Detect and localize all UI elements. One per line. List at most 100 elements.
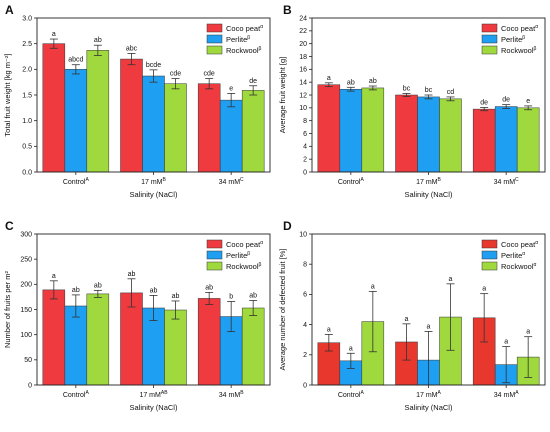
legend-entry-text: Rockwool — [501, 46, 534, 55]
x-tick-label-text: 34 mM — [219, 392, 241, 399]
legend-entry: Rockwoolβ — [226, 46, 262, 55]
significance-label: de — [502, 97, 510, 104]
significance-label: cde — [170, 71, 181, 78]
x-tick-label-text: 34 mM — [219, 179, 241, 186]
x-tick-label: 17 mMA — [416, 390, 441, 399]
x-tick-label-text: 17 mM — [416, 392, 438, 399]
x-axis-title: Salinity (NaCl) — [130, 190, 178, 199]
y-tick-label: 300 — [20, 231, 32, 238]
y-tick-label: 50 — [24, 357, 32, 364]
significance-label: a — [349, 345, 353, 352]
significance-label: e — [526, 98, 530, 105]
bar — [120, 58, 143, 173]
legend-entry: Perliteα — [501, 251, 525, 260]
legend-swatch — [206, 23, 223, 33]
legend-entry-sup: α — [260, 24, 263, 30]
x-tick-label: 34 mMA — [494, 390, 519, 399]
x-tick-label: 34 mMC — [494, 177, 519, 186]
x-tick-label: 17 mMB — [416, 177, 441, 186]
y-tick-label: 14 — [299, 79, 307, 86]
legend-swatch — [206, 261, 223, 271]
legend-swatch — [481, 239, 498, 249]
bar — [86, 50, 110, 173]
x-axis-title: Salinity (NaCl) — [405, 403, 453, 412]
plot-frame — [311, 233, 546, 386]
y-tick-label: 0 — [303, 382, 307, 389]
legend-swatch — [481, 250, 498, 260]
y-tick-label: 10 — [299, 231, 307, 238]
bar — [317, 84, 341, 173]
x-tick-label-sup: A — [515, 390, 519, 396]
y-tick-label: 22 — [299, 28, 307, 35]
x-tick-label-text: 17 mM — [141, 179, 163, 186]
legend-entry: Perliteβ — [226, 251, 250, 260]
y-tick-label: 200 — [20, 282, 32, 289]
bar — [494, 106, 518, 173]
y-tick-label: 0.0 — [22, 169, 32, 176]
legend-entry-sup: α — [535, 24, 538, 30]
y-tick-label: 0 — [28, 382, 32, 389]
bar — [64, 305, 88, 386]
significance-label: abc — [126, 45, 138, 52]
bar — [439, 98, 462, 173]
x-tick-label-text: Control — [338, 392, 361, 399]
legend-swatch — [206, 239, 223, 249]
x-tick-label-text: 34 mM — [494, 392, 516, 399]
y-axis-title: Average fruit weight [g] — [278, 57, 287, 134]
significance-label: bcde — [146, 62, 161, 69]
significance-label: a — [327, 326, 331, 333]
significance-label: ab — [347, 79, 355, 86]
legend-entry-sup: α — [534, 262, 537, 268]
x-tick-label-text: 17 mM — [139, 392, 161, 399]
significance-label: b — [229, 293, 233, 300]
x-tick-label-sup: C — [515, 177, 519, 183]
bar — [197, 83, 221, 173]
legend-entry-sup: α — [522, 251, 525, 257]
significance-label: ab — [205, 284, 213, 291]
bar — [472, 108, 496, 173]
significance-label: a — [52, 273, 56, 280]
x-tick-label-sup: A — [360, 390, 364, 396]
x-axis-title: Salinity (NaCl) — [405, 190, 453, 199]
significance-label: a — [482, 286, 486, 293]
x-tick-label-sup: B — [163, 177, 167, 183]
bar — [395, 94, 418, 173]
bar — [241, 90, 265, 173]
y-tick-label: 4 — [303, 322, 307, 329]
x-tick-label: ControlA — [63, 177, 90, 186]
bar — [164, 83, 187, 173]
legend-swatch — [481, 45, 498, 55]
y-tick-label: 4 — [303, 144, 307, 151]
y-tick-label: 0.5 — [22, 144, 32, 151]
x-tick-label: ControlA — [338, 390, 365, 399]
legend-swatch — [481, 23, 498, 33]
x-tick-label: 17 mMAB — [139, 390, 168, 399]
y-tick-label: 0 — [303, 169, 307, 176]
y-tick-label: 12 — [299, 92, 307, 99]
bar — [64, 69, 88, 173]
y-tick-label: 24 — [299, 15, 307, 22]
y-tick-label: 100 — [20, 332, 32, 339]
x-tick-label: 34 mMC — [219, 177, 244, 186]
y-tick-label: 2 — [303, 156, 307, 163]
x-tick-label-sup: A — [85, 390, 89, 396]
x-tick-label: ControlA — [63, 390, 90, 399]
significance-label: bc — [425, 87, 433, 94]
legend-entry: Perliteβ — [226, 35, 250, 44]
legend-entry-sup: β — [247, 251, 250, 257]
legend-entry-text: Perlite — [226, 35, 247, 44]
significance-label: ab — [172, 293, 180, 300]
bar — [417, 96, 440, 173]
y-tick-label: 16 — [299, 67, 307, 74]
x-tick-label-text: Control — [63, 179, 86, 186]
legend-entry: Rockwoolβ — [226, 262, 262, 271]
chart-panel-c: C 0 50 100 150 200 250 300 Number of fruits per … — [3, 219, 271, 412]
significance-label: de — [480, 100, 488, 107]
significance-label: abcd — [68, 57, 83, 64]
legend-entry: Rockwoolα — [501, 262, 537, 271]
y-tick-label: 1.5 — [22, 92, 32, 99]
legend-entry-text: Rockwool — [226, 262, 259, 271]
